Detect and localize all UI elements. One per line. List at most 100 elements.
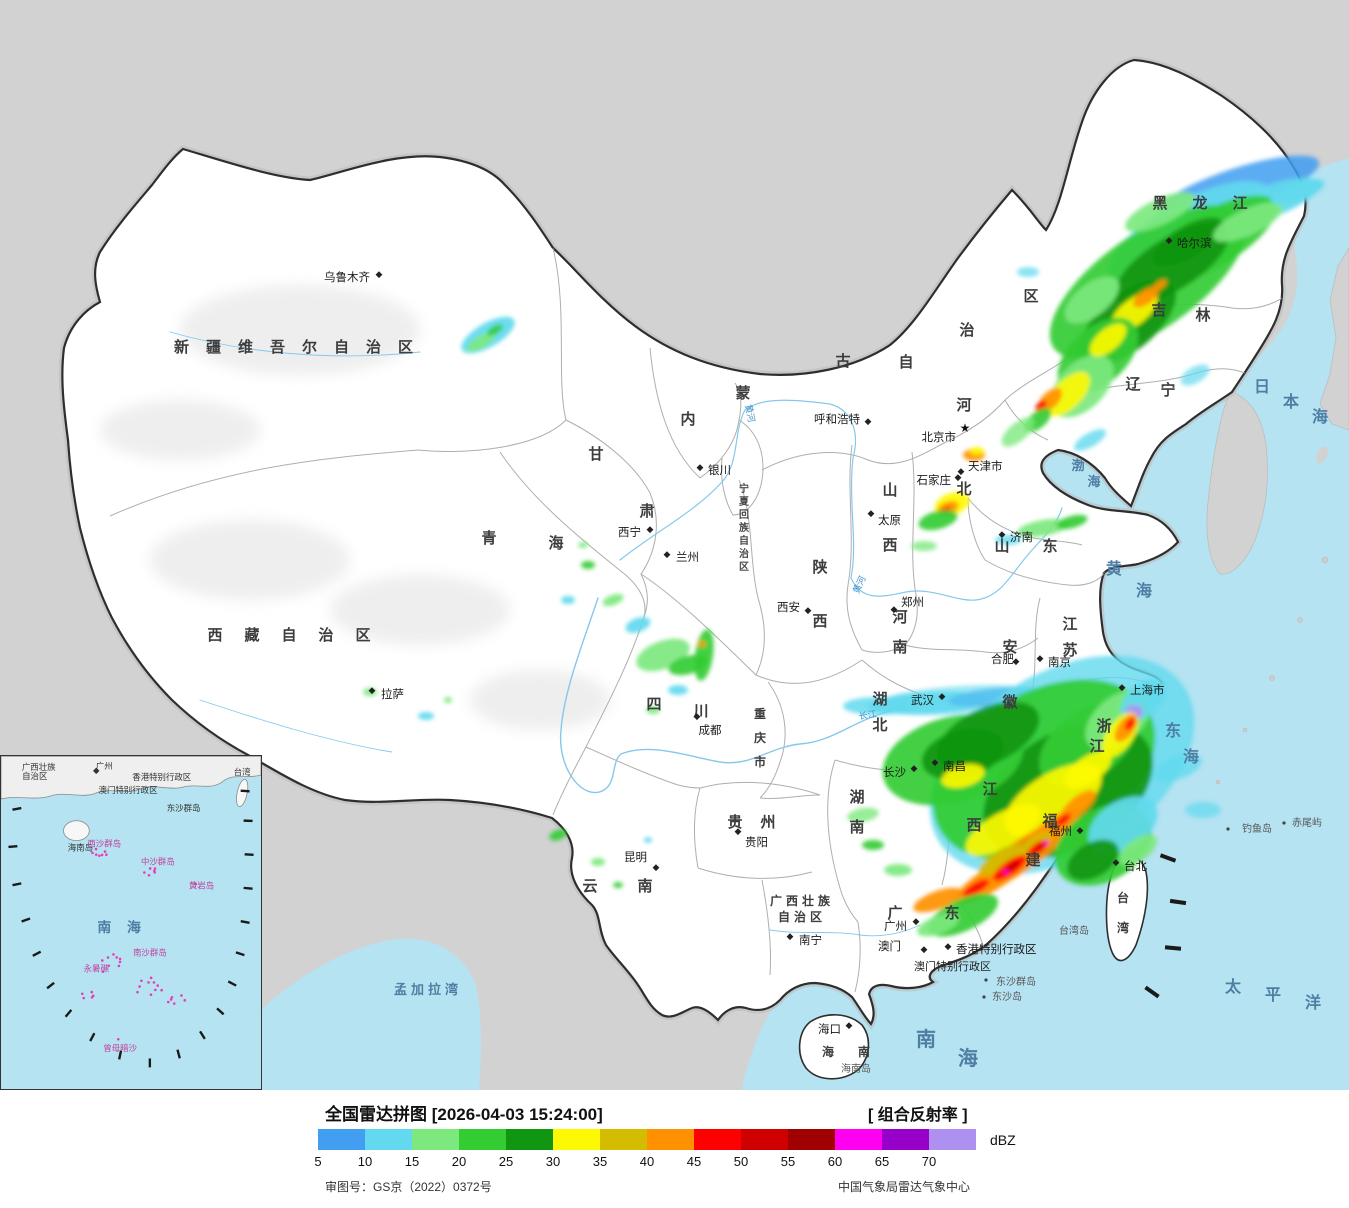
city-label: 成都 — [699, 724, 722, 737]
map-label: 山 — [994, 538, 1009, 555]
map-label: 东 — [944, 904, 959, 922]
radar-echo — [578, 542, 588, 548]
yarlung-river — [199, 699, 393, 753]
city-label: 贵阳 — [745, 836, 768, 849]
island-dot — [984, 978, 988, 982]
radar-echo — [418, 712, 434, 720]
city-marker: ◆ — [376, 269, 383, 279]
radar-echo — [1152, 217, 1224, 267]
radar-echo — [913, 887, 963, 913]
radar-echo — [1003, 870, 1009, 874]
scale-value: 5 — [314, 1154, 322, 1169]
city-marker: ◆ — [921, 944, 928, 954]
inset-dash-segment — [64, 1009, 73, 1018]
radar-echo — [1180, 364, 1210, 386]
city-label: 西安 — [777, 600, 800, 614]
map-label: 广州 — [96, 761, 113, 771]
map-label: 南 — [849, 818, 864, 836]
city-label: 南宁 — [799, 933, 822, 947]
inset-island-mark — [172, 1002, 176, 1005]
map-label: 海 — [822, 1044, 834, 1059]
radar-echo — [1089, 323, 1127, 357]
map-label: 贵 — [727, 813, 742, 831]
city-label: 兰州 — [676, 551, 699, 564]
city-label: 太原 — [878, 514, 901, 527]
city-label: 上海市 — [1130, 683, 1165, 697]
radar-echo — [1074, 429, 1106, 451]
map-label: 孟加拉湾 — [394, 982, 462, 997]
scale-value: 70 — [921, 1154, 937, 1169]
inset-island-mark — [153, 867, 157, 870]
inset-island-mark — [147, 873, 151, 877]
terrain-shading — [100, 285, 610, 730]
map-label: 广 — [887, 904, 902, 922]
map-label: 肃 — [639, 502, 654, 520]
scale-value: 50 — [733, 1154, 749, 1169]
map-label: 东 — [1165, 721, 1181, 740]
radar-echo — [978, 844, 1022, 876]
scale-value: 65 — [874, 1154, 890, 1169]
city-label: 澳门 — [878, 939, 901, 953]
inset-dash-segment — [243, 819, 253, 823]
inset-dash-segment — [12, 882, 22, 887]
capital-marker: ★ — [960, 421, 971, 435]
map-label: 重庆市 — [753, 706, 766, 769]
radar-echo — [1213, 202, 1283, 242]
inset-dash-segment — [46, 981, 55, 990]
map-label: 香港特别行政区 — [132, 772, 192, 782]
map-label: 州 — [759, 814, 775, 831]
inset-island-mark — [152, 981, 156, 984]
city-label: 福州 — [1049, 824, 1072, 838]
inset-dash-segment — [240, 789, 250, 793]
city-label: 郑州 — [901, 595, 924, 609]
map-label: 东沙岛 — [992, 990, 1022, 1003]
korea-peninsula — [1206, 391, 1268, 575]
map-approval-number: 审图号：GS京（2022）0372号 — [325, 1180, 492, 1194]
map-label: 澳门特别行政区 — [914, 959, 991, 973]
china-territory — [62, 60, 1305, 1080]
island-dot — [1226, 827, 1230, 831]
map-label: 西 — [966, 817, 981, 834]
legend-cell — [459, 1129, 506, 1150]
map-label: 海 — [1183, 747, 1199, 766]
radar-echo — [1185, 802, 1221, 818]
map-label: 江 — [982, 780, 997, 798]
city-label: 昆明 — [624, 851, 647, 864]
map-label: 青 — [481, 529, 496, 547]
city-marker: ◆ — [735, 826, 742, 836]
city-label: 银川 — [708, 463, 731, 477]
radar-echo — [995, 535, 1021, 545]
city-marker: ◆ — [647, 524, 654, 534]
map-label: 徽 — [1001, 693, 1018, 711]
legend-cell — [412, 1129, 459, 1150]
radar-echo — [1017, 267, 1039, 277]
inset-island-mark — [103, 850, 107, 853]
city-label: 长沙 — [883, 766, 906, 779]
map-label: 长江 — [858, 708, 877, 721]
map-label: 蒙 — [735, 384, 750, 402]
radar-echo — [1001, 417, 1035, 447]
map-label: 海 — [1136, 581, 1152, 600]
inset-island-mark — [80, 992, 84, 996]
sea-layer — [258, 158, 1349, 1090]
map-label: 福 — [1041, 812, 1057, 830]
map-label: 安 — [1002, 638, 1017, 656]
inset-dash-segment — [199, 1030, 206, 1040]
city-label: 拉萨 — [381, 687, 404, 701]
city-label: 西宁 — [618, 525, 641, 539]
inset-dash-segment — [243, 886, 253, 890]
radar-echo — [602, 593, 624, 607]
map-label: 赤尾屿 — [1292, 817, 1322, 829]
city-marker: ◆ — [1166, 235, 1173, 245]
boundary-dash-layer — [1144, 853, 1187, 999]
map-label: 苏 — [1062, 641, 1077, 659]
radar-echo — [847, 807, 879, 823]
city-label: 乌鲁木齐 — [324, 270, 370, 284]
bay-of-bengal — [258, 938, 481, 1090]
radar-echo — [561, 596, 575, 604]
map-title: 全国雷达拼图 [2026-04-03 15:24:00] — [325, 1105, 603, 1124]
city-label: 呼和浩特 — [814, 412, 860, 426]
legend-panel: 全国雷达拼图 [2026-04-03 15:24:00] [ 组合反射率 ] d… — [0, 1090, 1349, 1208]
radar-echo — [1064, 751, 1112, 789]
